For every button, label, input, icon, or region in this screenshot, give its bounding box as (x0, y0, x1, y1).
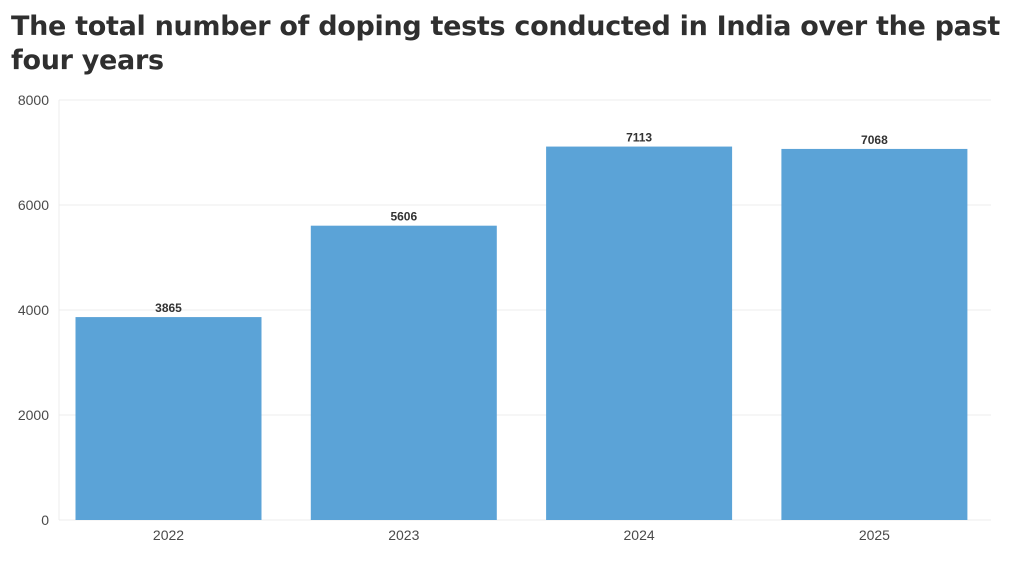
bar-2022 (75, 317, 262, 520)
bar-2023 (310, 225, 497, 520)
y-tick-label: 0 (41, 512, 49, 528)
y-axis: 0 2000 4000 6000 8000 (18, 92, 49, 528)
data-labels: 3865 5606 7113 7068 (155, 131, 888, 316)
x-tick-label: 2023 (388, 527, 419, 543)
chart-title: The total number of doping tests conduct… (11, 11, 1000, 76)
data-label-2024: 7113 (626, 131, 652, 145)
y-tick-label: 4000 (18, 302, 49, 318)
bars (75, 146, 968, 520)
x-tick-label: 2022 (153, 527, 184, 543)
x-tick-label: 2025 (859, 527, 890, 543)
x-axis: 2022 2023 2024 2025 (153, 527, 890, 543)
y-tick-label: 8000 (18, 92, 49, 108)
y-tick-label: 6000 (18, 197, 49, 213)
y-tick-label: 2000 (18, 407, 49, 423)
x-tick-label: 2024 (624, 527, 655, 543)
data-label-2025: 7068 (861, 133, 888, 147)
data-label-2023: 5606 (390, 210, 417, 224)
data-label-2022: 3865 (155, 301, 182, 315)
bar-2024 (546, 146, 733, 520)
bar-2025 (781, 148, 968, 520)
